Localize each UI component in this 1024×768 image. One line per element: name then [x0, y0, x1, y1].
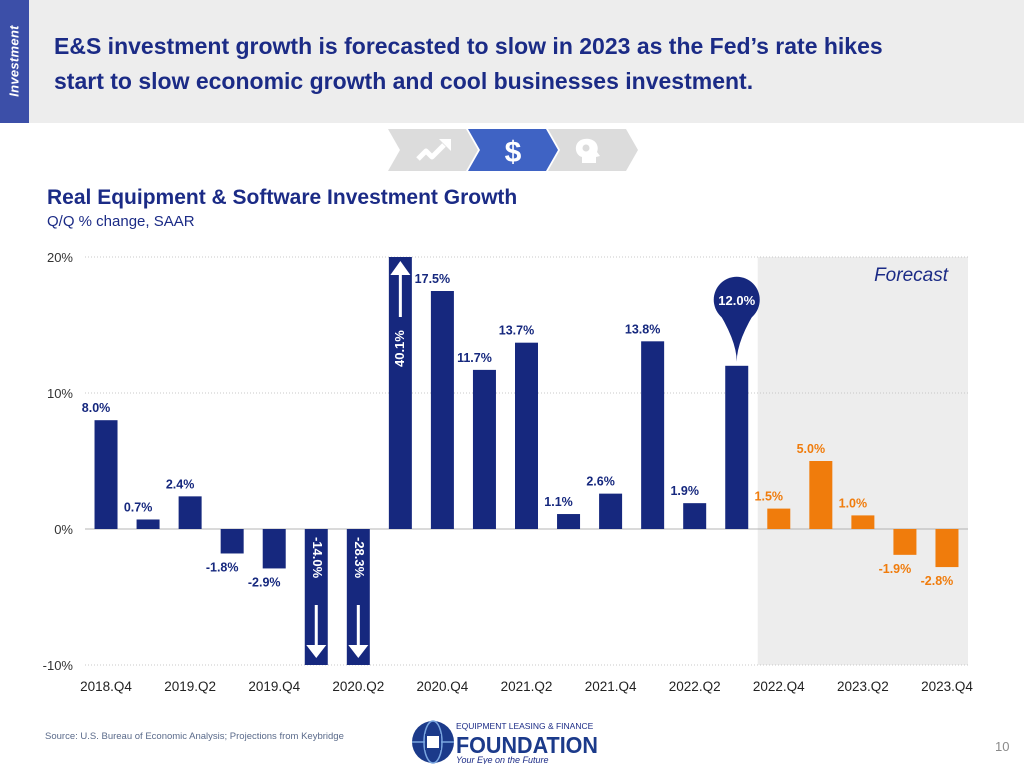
forecast-label: Forecast [874, 265, 949, 286]
headline-line-1: E&S investment growth is forecasted to s… [54, 33, 883, 59]
bar [472, 369, 496, 529]
data-label: 1.5% [755, 490, 784, 504]
data-label: 13.8% [625, 322, 660, 336]
bar [178, 496, 202, 529]
foundation-logo[interactable]: EQUIPMENT LEASING & FINANCE FOUNDATION Y… [410, 716, 610, 764]
section-tab[interactable]: Investment [0, 0, 29, 123]
x-tick-label: 2022.Q4 [753, 679, 805, 694]
data-label: -28.3% [352, 537, 367, 579]
logo-main-text: FOUNDATION [456, 732, 598, 758]
chart-subtitle: Q/Q % change, SAAR [47, 213, 195, 230]
x-tick-label: 2018.Q4 [80, 679, 132, 694]
bar [515, 342, 538, 529]
x-tick-label: 2019.Q2 [164, 679, 216, 694]
x-tick-label: 2019.Q4 [248, 679, 300, 694]
data-label: 5.0% [797, 442, 826, 456]
logo-top-text: EQUIPMENT LEASING & FINANCE [456, 721, 594, 731]
data-label: 17.5% [415, 272, 450, 286]
overflow-arrow-head-icon [348, 645, 369, 658]
x-tick-label: 2023.Q2 [837, 679, 889, 694]
data-label: 11.7% [457, 351, 492, 365]
bar [935, 529, 959, 568]
data-label: -14.0% [310, 537, 325, 579]
forecast-region [757, 257, 968, 665]
bar [851, 515, 875, 529]
dollar-icon: $ [505, 136, 522, 169]
bar [725, 365, 749, 529]
bar [893, 529, 917, 555]
bar [136, 519, 160, 529]
y-tick-label: 10% [47, 386, 73, 401]
data-label: -1.8% [206, 560, 239, 574]
data-label: 12.0% [718, 293, 755, 308]
bar [809, 461, 833, 529]
x-tick-label: 2020.Q2 [332, 679, 384, 694]
data-label: 2.4% [166, 477, 195, 491]
page-number: 10 [995, 739, 1010, 754]
data-label: 1.9% [670, 484, 699, 498]
chart-title: Real Equipment & Software Investment Gro… [47, 186, 518, 209]
bar [388, 257, 412, 529]
bar [683, 503, 707, 529]
bar [220, 529, 244, 554]
data-label: 2.6% [586, 475, 615, 489]
x-tick-label: 2023.Q4 [921, 679, 973, 694]
data-label: 1.0% [839, 496, 868, 510]
bar [346, 529, 370, 665]
data-label: 0.7% [124, 500, 153, 514]
data-label: -1.9% [879, 562, 912, 576]
source-note: Source: U.S. Bureau of Economic Analysis… [45, 731, 344, 742]
head-gears-icon [575, 138, 600, 163]
y-tick-label: -10% [43, 658, 74, 673]
bar [767, 508, 791, 529]
x-tick-label: 2021.Q4 [585, 679, 637, 694]
nav-step-head[interactable] [548, 129, 638, 171]
bar [641, 341, 665, 529]
y-tick-label: 20% [47, 250, 73, 265]
page-headline: E&S investment growth is forecasted to s… [54, 29, 994, 99]
bar [304, 529, 328, 665]
x-tick-label: 2022.Q2 [669, 679, 721, 694]
header-band [0, 0, 1024, 123]
bar-chart: Forecast 20% 10% 0% -10% 2018.Q4 2019.Q2 2019.Q… [43, 250, 974, 694]
section-tab-label: Investment [6, 25, 22, 97]
callout-bubble [713, 276, 760, 323]
logo-tagline: Your Eye on the Future [456, 755, 549, 764]
overflow-arrow-head-icon [306, 645, 327, 658]
bar [430, 291, 454, 529]
data-label: 1.1% [544, 495, 573, 509]
growth-arrow-icon [416, 139, 451, 161]
nav-step-growth[interactable] [388, 129, 478, 171]
section-nav: $ [388, 129, 638, 171]
nav-step-dollar[interactable]: $ [468, 129, 558, 171]
x-tick-label: 2021.Q2 [501, 679, 553, 694]
data-label: 8.0% [82, 401, 111, 415]
y-tick-label: 0% [54, 522, 73, 537]
data-label: 13.7% [499, 324, 534, 338]
x-tick-label: 2020.Q4 [417, 679, 469, 694]
bar [557, 514, 581, 529]
headline-line-2: start to slow economic growth and cool b… [54, 68, 754, 94]
data-label: -2.9% [248, 575, 281, 589]
bar [94, 420, 118, 529]
bar [599, 493, 623, 529]
bar [262, 529, 286, 569]
data-label: -2.8% [921, 574, 954, 588]
overflow-arrow-head-icon [390, 261, 411, 275]
data-label: 40.1% [392, 330, 407, 367]
